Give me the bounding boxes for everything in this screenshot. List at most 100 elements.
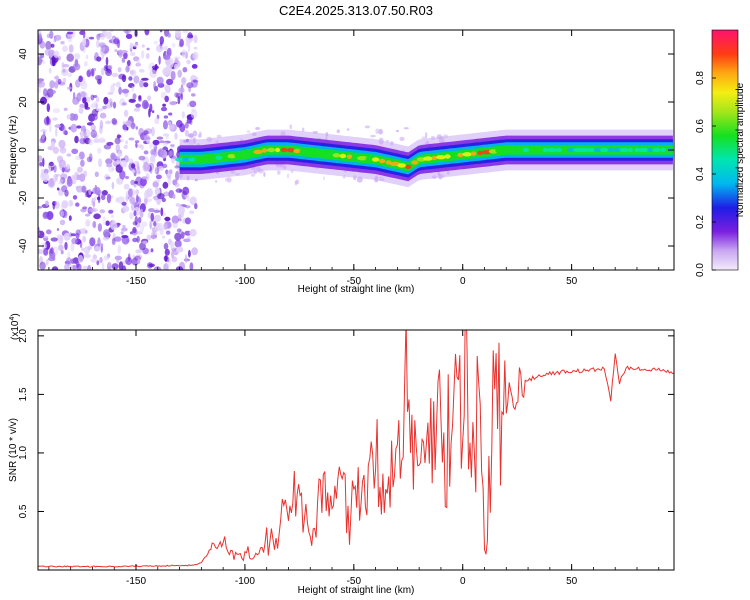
noise-speck (139, 80, 144, 88)
noise-speck (60, 250, 64, 255)
noise-speck (114, 255, 122, 261)
noise-speck (110, 154, 118, 161)
noise-speck (169, 101, 177, 106)
noise-speck (88, 138, 93, 146)
noise-speck (38, 33, 42, 40)
noise-speck (179, 38, 184, 47)
noise-speck (78, 107, 84, 114)
noise-speck (154, 85, 159, 92)
noise-speck (153, 221, 157, 227)
ridge-hotspot (280, 147, 288, 153)
noise-speck (147, 95, 152, 101)
y-tick-label: 2.0 (18, 328, 29, 342)
noise-speck (86, 96, 91, 103)
ridge-hotspot (307, 150, 313, 155)
ridge-hotspot (660, 147, 666, 153)
noise-speck (43, 248, 49, 256)
x-tick-label: -50 (347, 276, 362, 287)
x-tick-label: 50 (566, 276, 578, 287)
noise-speck (77, 166, 83, 173)
noise-speck (112, 119, 118, 126)
noise-speck (159, 140, 165, 144)
noise-speck (169, 241, 175, 249)
noise-speck (121, 235, 130, 245)
noise-speck (125, 30, 129, 35)
noise-speck (153, 40, 158, 45)
noise-speck (149, 220, 152, 230)
noise-speck (123, 52, 128, 60)
noise-speck (184, 129, 189, 137)
noise-speck (122, 124, 128, 131)
noise-speck (48, 166, 52, 173)
noise-speck (135, 189, 140, 195)
noise-speck (62, 45, 68, 52)
noise-speck (52, 108, 61, 114)
noise-speck (122, 205, 130, 213)
ridge-hotspot (587, 147, 595, 153)
y-tick-label: -40 (18, 238, 29, 253)
noise-speck (226, 177, 232, 183)
noise-speck (123, 30, 127, 33)
noise-speck (182, 30, 189, 34)
noise-speck (111, 118, 117, 125)
noise-speck (130, 179, 136, 186)
noise-speck (184, 254, 188, 264)
noise-speck (132, 93, 137, 100)
noise-speck (159, 36, 164, 45)
noise-speck (52, 117, 58, 121)
noise-speck (60, 122, 64, 131)
noise-speck (180, 92, 184, 101)
ridge-hotspot (652, 147, 661, 153)
y-tick-label: -20 (18, 190, 29, 205)
noise-speck (134, 181, 139, 184)
noise-speck (122, 224, 126, 229)
noise-speck (178, 87, 185, 94)
noise-speck (115, 164, 123, 173)
noise-speck (99, 209, 106, 214)
noise-speck (164, 216, 171, 222)
noise-speck (80, 81, 88, 90)
noise-speck (125, 140, 128, 145)
noise-speck (81, 185, 87, 193)
ridge-hotspot (607, 147, 614, 153)
noise-speck (129, 51, 136, 57)
noise-speck (165, 230, 171, 235)
ridge-hotspot (215, 155, 223, 160)
noise-speck (78, 75, 83, 83)
noise-speck (403, 127, 409, 130)
noise-speck (188, 133, 194, 138)
noise-speck (38, 78, 45, 82)
noise-speck (48, 67, 52, 74)
noise-speck (162, 163, 168, 169)
noise-speck (181, 77, 186, 86)
noise-speck (193, 77, 199, 80)
snr-panel: -150 -100 -50 0 50 0.5 1.0 1.5 2.0 Height of st… (8, 313, 675, 596)
noise-speck (99, 120, 104, 130)
noise-speck (103, 255, 110, 261)
noise-speck (139, 182, 145, 189)
noise-speck (84, 190, 88, 198)
noise-speck (133, 183, 137, 188)
noise-speck (99, 243, 104, 248)
noise-speck (135, 254, 143, 260)
ridge-hotspot (182, 157, 191, 162)
noise-speck (85, 54, 89, 60)
noise-speck (46, 115, 50, 125)
ridge-hotspot (477, 150, 484, 156)
noise-speck (110, 84, 115, 94)
noise-speck (172, 222, 178, 229)
noise-speck (169, 155, 177, 159)
noise-speck (129, 212, 134, 220)
noise-speck (54, 76, 57, 80)
noise-speck (61, 200, 69, 209)
noise-speck (167, 121, 172, 125)
noise-speck (116, 159, 120, 165)
ridge-hotspot (457, 152, 464, 158)
noise-speck (199, 131, 202, 136)
noise-speck (131, 122, 135, 130)
noise-speck (173, 56, 181, 60)
ridge-hotspot (547, 147, 557, 153)
noise-speck (164, 221, 169, 230)
noise-speck (184, 217, 191, 225)
noise-speck (85, 213, 91, 217)
